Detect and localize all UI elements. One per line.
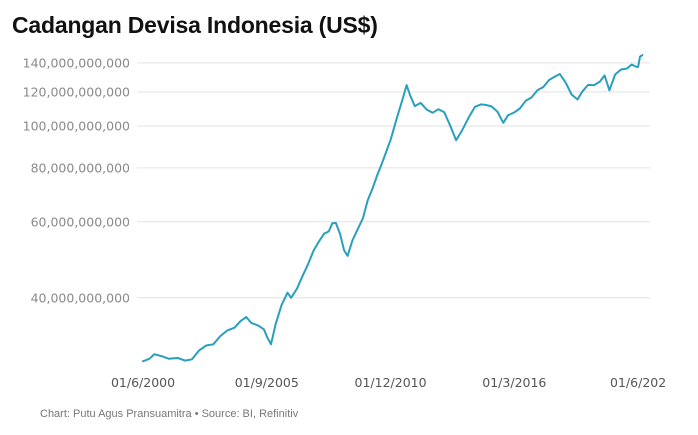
y-tick-label: 140,000,000,000 <box>23 55 130 70</box>
gridlines <box>137 62 650 299</box>
y-tick-label: 100,000,000,000 <box>23 119 130 134</box>
x-tick-label: 01/6/2000 <box>111 375 175 390</box>
y-tick-label: 80,000,000,000 <box>31 160 130 175</box>
x-axis-ticks: 01/6/2000 01/9/2005 01/12/2010 01/3/2016 01/… <box>111 375 666 390</box>
x-tick-label: 01/12/2010 <box>355 375 427 390</box>
chart-title: Cadangan Devisa Indonesia (US$) <box>12 12 378 38</box>
x-tick-label: 01/3/2016 <box>482 375 546 390</box>
x-tick-label: 01/9/2005 <box>235 375 299 390</box>
y-tick-label: 120,000,000,000 <box>23 84 130 99</box>
series-line <box>142 54 644 363</box>
x-tick-label: 01/6/202 <box>610 375 666 390</box>
y-tick-label: 40,000,000,000 <box>31 290 130 305</box>
y-tick-label: 60,000,000,000 <box>31 214 130 229</box>
chart-credit: Chart: Putu Agus Pransuamitra • Source: … <box>40 408 299 420</box>
y-axis-ticks: 40,000,000,000 60,000,000,000 80,000,000,0… <box>23 55 130 305</box>
series-lines <box>142 54 644 363</box>
